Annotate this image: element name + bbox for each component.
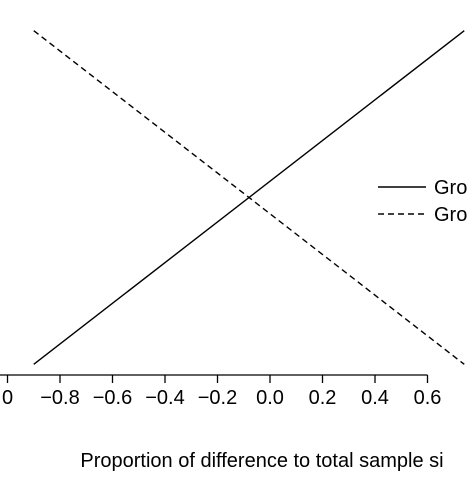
x-tick-label: 0.6 [414,387,442,409]
x-tick-label: −0.2 [198,387,237,409]
legend-label: Gro [434,177,467,199]
x-axis-title: Proportion of difference to total sample… [80,450,443,472]
series-line-dashed [33,30,465,365]
x-tick-label: −0.8 [40,387,79,409]
x-tick-label: −0.6 [93,387,132,409]
x-axis: 0 −0.8 −0.6 −0.4 −0.2 0.0 0.2 0.4 0.6 [0,374,442,409]
x-tick-label: 0 [2,387,13,409]
legend-label: Gro [434,204,467,226]
legend: Gro Gro [378,177,467,226]
x-tick-label: 0.2 [309,387,337,409]
x-tick-label: −0.4 [145,387,184,409]
plot-area [33,30,465,365]
x-tick-label: 0.4 [361,387,389,409]
x-tick-label: 0.0 [256,387,284,409]
